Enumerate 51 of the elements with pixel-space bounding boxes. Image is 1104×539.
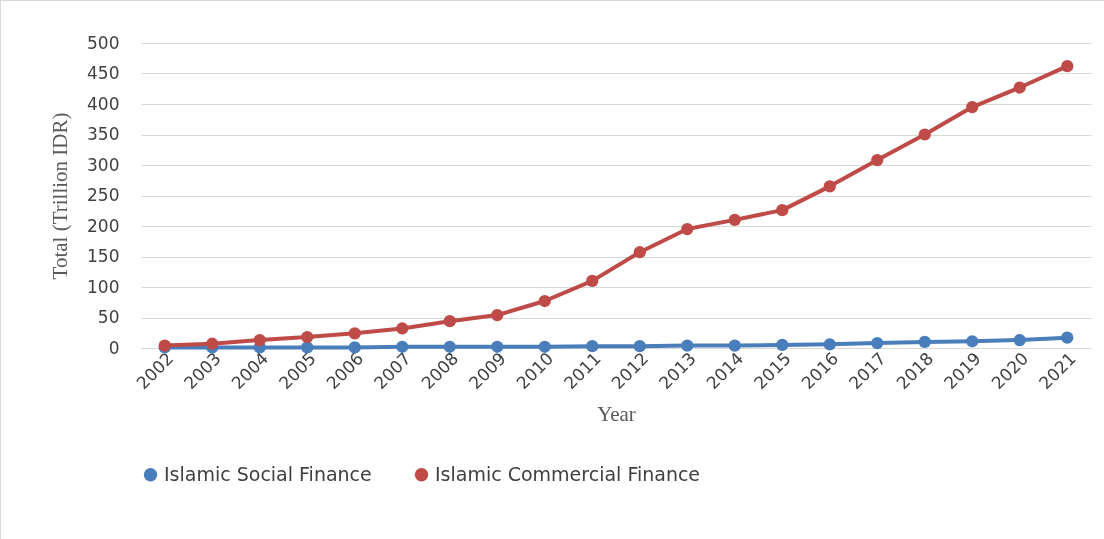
point: [966, 335, 979, 348]
point: [681, 339, 694, 352]
y-tick-label: 0: [108, 337, 120, 358]
point: [253, 333, 266, 347]
point: [728, 339, 741, 352]
point: [396, 322, 409, 335]
point: [301, 330, 314, 344]
y-tick-label: 500: [87, 32, 120, 53]
y-tick-label: 100: [87, 276, 120, 297]
point: [538, 294, 551, 308]
y-tick-label: 300: [87, 154, 120, 175]
point: [823, 180, 836, 193]
point: [348, 341, 361, 354]
point: [1061, 60, 1074, 73]
point: [1013, 81, 1026, 94]
point: [871, 337, 884, 350]
y-tick-label: 250: [87, 185, 120, 205]
point: [491, 308, 504, 322]
point: [301, 341, 314, 354]
point: [538, 340, 551, 353]
y-tick-label: 50: [97, 307, 120, 327]
legend-label: Islamic Commercial Finance: [435, 462, 701, 485]
point: [776, 338, 789, 352]
legend-label: Islamic Social Finance: [164, 462, 372, 485]
point: [966, 100, 979, 114]
point: [871, 154, 884, 167]
y-axis-title: Total (Trillion IDR): [48, 112, 73, 280]
point: [633, 246, 646, 259]
point: [348, 327, 361, 340]
point: [918, 128, 931, 141]
point: [823, 338, 836, 351]
point: [396, 340, 409, 353]
point: [681, 222, 694, 236]
y-tick-label: 200: [87, 215, 120, 236]
point: [206, 337, 219, 350]
point: [1061, 331, 1074, 344]
point: [728, 213, 741, 227]
point: [1013, 333, 1026, 347]
point: [443, 315, 456, 328]
point: [586, 274, 599, 288]
point: [491, 340, 504, 353]
point: [586, 340, 599, 353]
y-tick-label: 350: [87, 124, 120, 144]
y-tick-label: 450: [87, 63, 120, 83]
y-tick-label: 150: [87, 246, 120, 266]
y-tick-label: 400: [87, 93, 120, 114]
point: [443, 340, 456, 353]
point: [633, 340, 646, 353]
point: [776, 204, 789, 217]
x-axis-title: Year: [597, 402, 636, 427]
point: [918, 335, 931, 349]
